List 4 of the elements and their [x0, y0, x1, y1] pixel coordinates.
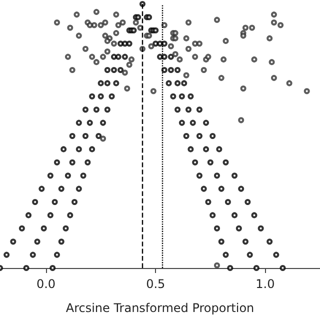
x-tick-label: 1.0 — [256, 277, 275, 291]
x-tick-label: 0.0 — [36, 277, 56, 291]
x-axis-title: Arcsine Transformed Proportion — [66, 301, 254, 315]
x-tick-label: 0.5 — [146, 277, 166, 291]
